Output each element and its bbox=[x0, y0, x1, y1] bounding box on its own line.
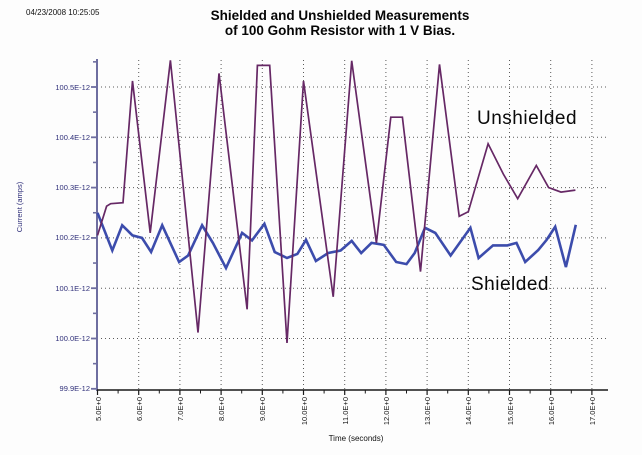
y-tick-label: 100.2E-12 bbox=[55, 233, 90, 243]
y-tick-label: 100.0E-12 bbox=[55, 334, 90, 343]
x-tick-label: 6.0E+0 bbox=[134, 397, 144, 421]
y-tick-label: 100.4E-12 bbox=[55, 132, 90, 142]
y-tick-label: 99.9E-12 bbox=[59, 384, 90, 394]
chart-title: Shielded and Unshielded Measurements bbox=[210, 8, 470, 23]
x-tick-label: 12.0E+0 bbox=[381, 397, 391, 426]
x-tick-label: 10.0E+0 bbox=[299, 397, 309, 426]
x-tick-label: 8.0E+0 bbox=[217, 397, 227, 421]
unshielded-line bbox=[96, 60, 576, 344]
annotation-shielded: Shielded bbox=[471, 274, 549, 295]
x-tick-label: 15.0E+0 bbox=[505, 397, 515, 426]
y-tick-label: 100.5E-12 bbox=[55, 82, 90, 92]
x-tick-label: 13.0E+0 bbox=[423, 397, 433, 426]
x-tick-label: 11.0E+0 bbox=[340, 397, 350, 425]
y-tick-label: 100.1E-12 bbox=[55, 283, 90, 293]
x-tick-label: 7.0E+0 bbox=[175, 397, 185, 421]
x-axis-title: Time (seconds) bbox=[328, 434, 384, 443]
x-tick-label: 14.0E+0 bbox=[464, 397, 474, 426]
y-tick-label: 100.3E-12 bbox=[55, 183, 90, 193]
x-tick-label: 5.0E+0 bbox=[93, 397, 103, 421]
shielded-line bbox=[96, 212, 578, 272]
x-tick-label: 16.0E+0 bbox=[546, 397, 556, 426]
timestamp-text: 04/23/2008 10:25:05 bbox=[26, 8, 100, 17]
x-tick-label: 9.0E+0 bbox=[258, 397, 268, 421]
x-tick-label: 17.0E+0 bbox=[587, 397, 597, 426]
y-axis-title: Current (amps) bbox=[15, 181, 24, 233]
annotation-unshielded: Unshielded bbox=[477, 108, 578, 129]
chart-subtitle: of 100 Gohm Resistor with 1 V Bias. bbox=[224, 22, 456, 38]
chart-title-block: Shielded and Unshielded Measurements of … bbox=[97, 8, 583, 38]
